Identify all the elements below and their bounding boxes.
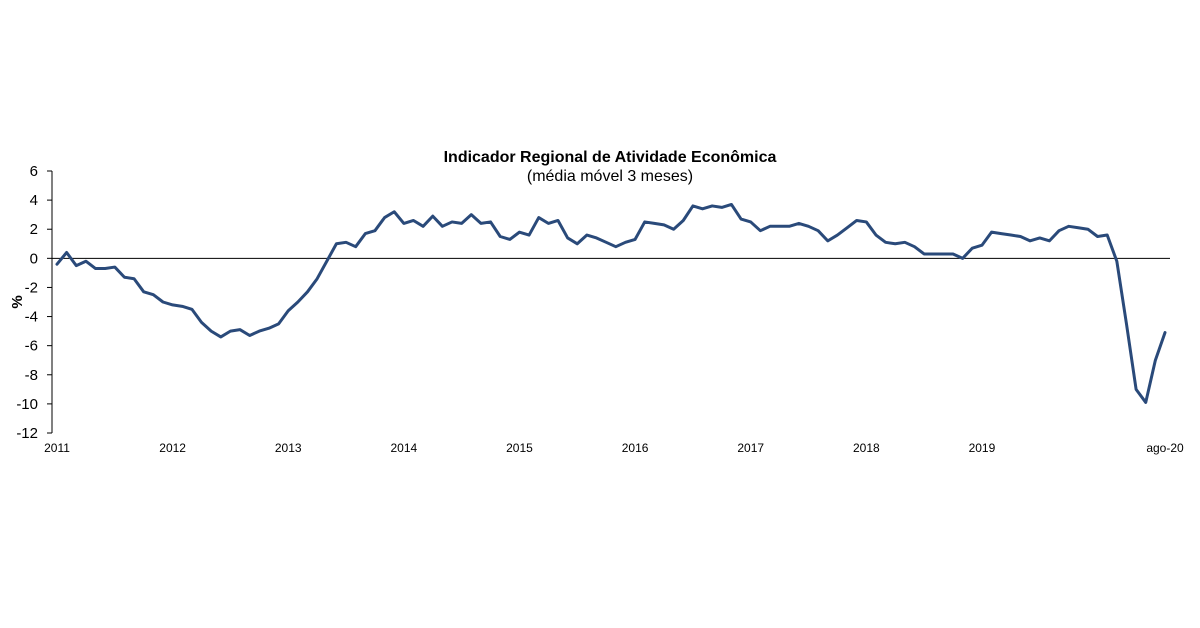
- x-tick-label: 2017: [737, 441, 764, 455]
- y-tick-label: -4: [25, 309, 38, 326]
- x-tick-label: 2018: [853, 441, 880, 455]
- y-tick-label: -8: [25, 367, 38, 384]
- x-tick-label: 2012: [159, 441, 186, 455]
- y-tick-label: -10: [16, 396, 38, 413]
- x-tick-label: 2016: [622, 441, 649, 455]
- series-line: [55, 202, 1167, 404]
- chart-title: Indicador Regional de Atividade Econômic…: [444, 149, 777, 166]
- x-tick-label: 2013: [275, 441, 302, 455]
- x-tick-label: 2019: [969, 441, 996, 455]
- y-tick-label: 0: [30, 250, 38, 267]
- y-tick-label: 6: [30, 163, 38, 180]
- y-axis-label: %: [9, 295, 26, 308]
- y-tick-label: -2: [25, 279, 38, 296]
- y-tick-label: -12: [16, 425, 38, 442]
- x-tick-label: 2011: [44, 441, 70, 455]
- series-group: [55, 202, 1167, 404]
- x-tick-label: 2014: [391, 441, 418, 455]
- y-tick-labels: 6 4 2 0 -2 -4 -6 -8 -10 -12: [16, 163, 38, 442]
- x-tick-labels: 2011 2012 2013 2014 2015 2016 2017 2018 2019 ago-…: [44, 441, 1184, 455]
- chart-subtitle: (média móvel 3 meses): [527, 168, 693, 185]
- y-tick-label: -6: [25, 338, 38, 355]
- axes: [47, 170, 1170, 434]
- y-tick-label: 4: [30, 192, 38, 209]
- x-tick-label: ago-20: [1146, 441, 1184, 455]
- y-tick-label: 2: [30, 221, 38, 238]
- x-tick-label: 2015: [506, 441, 533, 455]
